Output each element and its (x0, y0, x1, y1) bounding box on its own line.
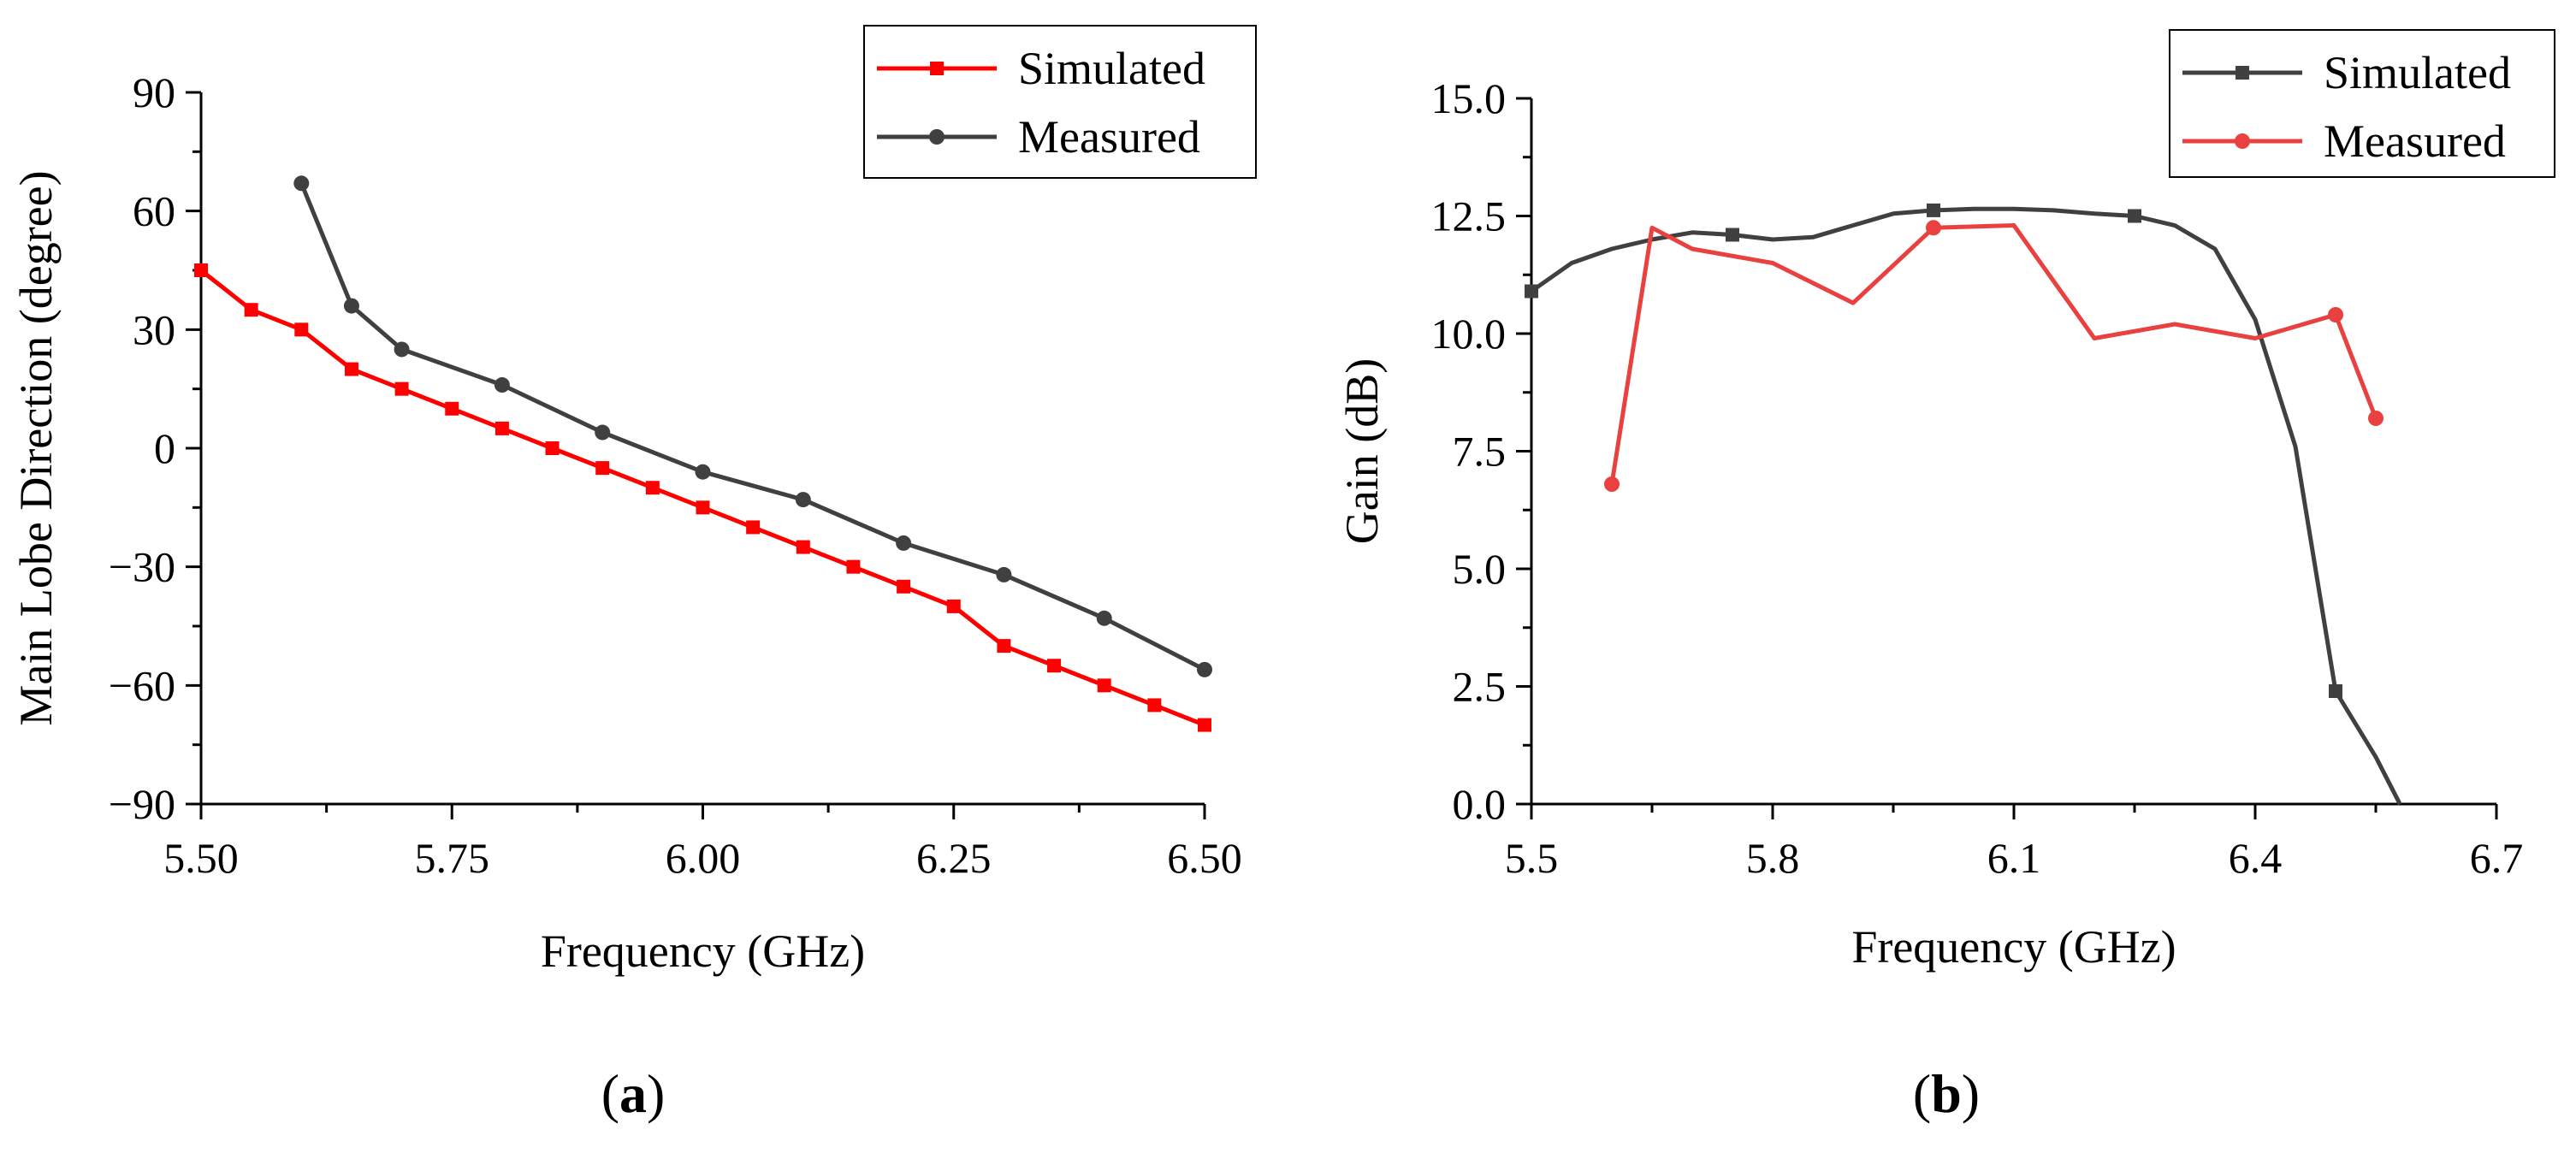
x-tick-label: 6.4 (2229, 834, 2283, 882)
data-point (244, 303, 258, 317)
legend-label: Simulated (2324, 47, 2511, 98)
data-point (1525, 284, 1538, 299)
series-line (1530, 206, 2402, 806)
data-point (595, 424, 611, 441)
data-point (897, 579, 911, 594)
data-point (2328, 307, 2343, 322)
data-point (545, 441, 560, 455)
data-point (896, 535, 912, 551)
x-tick-label: 5.5 (1505, 834, 1559, 882)
y-tick-label: 7.5 (1453, 428, 1507, 476)
data-point (294, 322, 309, 337)
data-point (343, 298, 359, 314)
data-point (2368, 411, 2384, 426)
panel-label-b: (b) (1913, 1063, 1980, 1124)
legend-marker (929, 129, 945, 145)
chart-main-lobe-direction: 5.50 5.75 6.00 6.25 6.50 −90 −60 −30 0 30 60 90 Freq… (10, 25, 1257, 977)
data-point (846, 559, 861, 574)
y-tick-label: 90 (133, 68, 175, 116)
x-axis-title: Frequency (GHz) (541, 925, 865, 977)
data-point (1147, 698, 1162, 713)
series-measured (1604, 220, 2384, 492)
data-point (795, 492, 811, 508)
legend-label: Simulated (1018, 43, 1205, 94)
data-point (1197, 661, 1212, 677)
x-tick-label: 6.00 (666, 834, 741, 882)
data-point (946, 599, 961, 613)
y-tick-label: 60 (133, 187, 175, 235)
y-tick-label: 0.0 (1453, 780, 1507, 828)
legend-marker (2235, 133, 2250, 149)
series-line (199, 269, 1205, 727)
series-line (1609, 223, 2378, 485)
y-tick-label: 0 (154, 424, 175, 472)
y-axis-title: Gain (dB) (1336, 358, 1388, 544)
x-tick-label: 6.7 (2470, 834, 2524, 882)
x-tick-label: 6.1 (1987, 834, 2041, 882)
data-point (1047, 659, 1062, 673)
x-tick-label: 5.50 (163, 834, 239, 882)
y-tick-label: −60 (109, 661, 175, 709)
legend-box (2169, 29, 2555, 178)
data-point (2329, 684, 2342, 698)
panel-label-a: (a) (601, 1063, 666, 1124)
x-tick-label: 5.8 (1746, 834, 1800, 882)
series-line (299, 182, 1206, 672)
data-point (796, 540, 810, 554)
series-simulated (1525, 203, 2402, 806)
legend-marker (2235, 66, 2249, 80)
data-point (595, 461, 610, 476)
legend-label: Measured (1018, 111, 1200, 163)
data-point (1096, 610, 1112, 626)
chart-gain: 5.5 5.8 6.1 6.4 6.7 0.0 2.5 5.0 7.5 10.0 12.5 15.0 F… (1336, 29, 2555, 973)
series-simulated (194, 263, 1211, 732)
data-point (997, 639, 1011, 653)
data-point (293, 175, 310, 192)
legend: Simulated Measured (2169, 29, 2555, 178)
legend-box (863, 25, 1257, 179)
data-point (1926, 220, 1941, 236)
data-point (494, 421, 509, 435)
data-point (1927, 203, 1940, 217)
legend-marker (930, 62, 944, 75)
x-tick-label: 6.25 (916, 834, 992, 882)
y-tick-label: 10.0 (1431, 310, 1507, 358)
y-tick-label: 15.0 (1431, 74, 1507, 122)
x-tick-label: 5.75 (415, 834, 490, 882)
y-tick-label: 5.0 (1453, 545, 1507, 593)
data-point (696, 500, 710, 515)
y-tick-label: 2.5 (1453, 663, 1507, 711)
y-tick-label: −30 (109, 543, 175, 591)
y-tick-label: 12.5 (1431, 192, 1507, 240)
data-point (645, 481, 660, 495)
y-tick-label: 30 (133, 305, 175, 353)
data-point (194, 263, 208, 277)
data-point (1198, 718, 1211, 732)
data-point (344, 362, 358, 376)
y-tick-label: −90 (109, 780, 175, 828)
series-measured (293, 175, 1212, 677)
data-point (1604, 476, 1620, 492)
data-point (445, 401, 459, 416)
data-point (1097, 678, 1111, 693)
data-point (2128, 209, 2141, 223)
x-axis-title: Frequency (GHz) (1851, 921, 2176, 973)
data-point (1726, 228, 1739, 242)
data-point (746, 520, 761, 535)
legend-label: Measured (2324, 115, 2506, 167)
data-point (394, 341, 410, 358)
data-point (494, 377, 510, 393)
data-point (394, 381, 409, 396)
data-point (996, 566, 1012, 582)
legend: Simulated Measured (863, 25, 1257, 179)
data-point (695, 464, 711, 480)
x-tick-label: 6.50 (1167, 834, 1242, 882)
y-axis-title: Main Lobe Direction (degree) (10, 170, 62, 725)
